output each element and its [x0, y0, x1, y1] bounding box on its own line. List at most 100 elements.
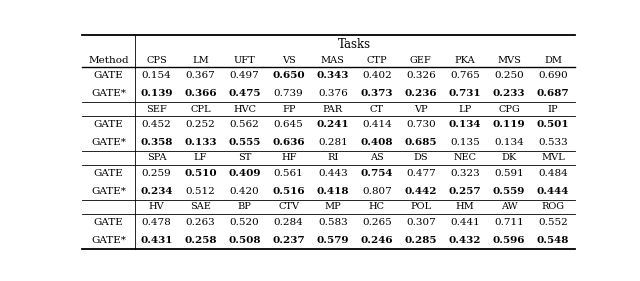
Text: 0.636: 0.636: [273, 138, 305, 147]
Text: 0.281: 0.281: [318, 138, 348, 147]
Text: 0.739: 0.739: [274, 89, 303, 98]
Text: MVS: MVS: [497, 56, 521, 65]
Text: IP: IP: [548, 105, 558, 114]
Text: PKA: PKA: [454, 56, 476, 65]
Text: SEF: SEF: [146, 105, 167, 114]
Text: 0.508: 0.508: [228, 236, 261, 245]
Text: 0.250: 0.250: [494, 71, 524, 80]
Text: 0.284: 0.284: [274, 218, 303, 227]
Text: 0.237: 0.237: [273, 236, 305, 245]
Text: 0.236: 0.236: [404, 89, 437, 98]
Text: 0.548: 0.548: [537, 236, 569, 245]
Text: DK: DK: [501, 153, 516, 162]
Text: 0.119: 0.119: [493, 120, 525, 129]
Text: 0.432: 0.432: [449, 236, 481, 245]
Text: 0.343: 0.343: [317, 71, 349, 80]
Text: GATE*: GATE*: [91, 138, 126, 147]
Text: 0.650: 0.650: [273, 71, 305, 80]
Text: GATE: GATE: [93, 218, 124, 227]
Text: VP: VP: [414, 105, 428, 114]
Text: 0.441: 0.441: [450, 218, 480, 227]
Text: PAR: PAR: [323, 105, 343, 114]
Text: HV: HV: [148, 202, 164, 211]
Text: AS: AS: [370, 153, 384, 162]
Text: 0.234: 0.234: [140, 187, 173, 196]
Text: CTP: CTP: [367, 56, 387, 65]
Text: LM: LM: [192, 56, 209, 65]
Text: 0.730: 0.730: [406, 120, 436, 129]
Text: POL: POL: [410, 202, 431, 211]
Text: 0.596: 0.596: [493, 236, 525, 245]
Text: GATE*: GATE*: [91, 187, 126, 196]
Text: MP: MP: [324, 202, 341, 211]
Text: 0.285: 0.285: [404, 236, 437, 245]
Text: GATE: GATE: [93, 169, 124, 178]
Text: HM: HM: [456, 202, 474, 211]
Text: 0.420: 0.420: [230, 187, 260, 196]
Text: MAS: MAS: [321, 56, 345, 65]
Text: 0.408: 0.408: [360, 138, 393, 147]
Text: 0.591: 0.591: [494, 169, 524, 178]
Text: 0.323: 0.323: [450, 169, 480, 178]
Text: 0.154: 0.154: [141, 71, 172, 80]
Text: 0.562: 0.562: [230, 120, 260, 129]
Text: 0.555: 0.555: [228, 138, 261, 147]
Text: LP: LP: [458, 105, 472, 114]
Text: Tasks: Tasks: [338, 38, 371, 51]
Text: FP: FP: [282, 105, 296, 114]
Text: GEF: GEF: [410, 56, 432, 65]
Text: HVC: HVC: [233, 105, 256, 114]
Text: 0.690: 0.690: [538, 71, 568, 80]
Text: 0.533: 0.533: [538, 138, 568, 147]
Text: 0.685: 0.685: [404, 138, 437, 147]
Text: GATE*: GATE*: [91, 89, 126, 98]
Text: 0.497: 0.497: [230, 71, 260, 80]
Text: 0.552: 0.552: [538, 218, 568, 227]
Text: HF: HF: [281, 153, 296, 162]
Text: GATE*: GATE*: [91, 236, 126, 245]
Text: DM: DM: [544, 56, 562, 65]
Text: 0.246: 0.246: [360, 236, 393, 245]
Text: 0.478: 0.478: [141, 218, 172, 227]
Text: 0.373: 0.373: [360, 89, 393, 98]
Text: 0.263: 0.263: [186, 218, 216, 227]
Text: ST: ST: [238, 153, 252, 162]
Text: 0.258: 0.258: [184, 236, 217, 245]
Text: VS: VS: [282, 56, 296, 65]
Text: CPG: CPG: [498, 105, 520, 114]
Text: 0.807: 0.807: [362, 187, 392, 196]
Text: 0.134: 0.134: [494, 138, 524, 147]
Text: 0.516: 0.516: [273, 187, 305, 196]
Text: 0.139: 0.139: [140, 89, 173, 98]
Text: 0.510: 0.510: [184, 169, 217, 178]
Text: 0.409: 0.409: [228, 169, 261, 178]
Text: 0.579: 0.579: [317, 236, 349, 245]
Text: 0.559: 0.559: [493, 187, 525, 196]
Text: LF: LF: [194, 153, 207, 162]
Text: 0.452: 0.452: [141, 120, 172, 129]
Text: 0.414: 0.414: [362, 120, 392, 129]
Text: CTV: CTV: [278, 202, 300, 211]
Text: 0.418: 0.418: [317, 187, 349, 196]
Text: BP: BP: [237, 202, 252, 211]
Text: CPL: CPL: [190, 105, 211, 114]
Text: 0.307: 0.307: [406, 218, 436, 227]
Text: 0.687: 0.687: [537, 89, 570, 98]
Text: 0.367: 0.367: [186, 71, 216, 80]
Text: 0.443: 0.443: [318, 169, 348, 178]
Text: 0.376: 0.376: [318, 89, 348, 98]
Text: HC: HC: [369, 202, 385, 211]
Text: 0.444: 0.444: [537, 187, 569, 196]
Text: CPS: CPS: [146, 56, 167, 65]
Text: 0.731: 0.731: [449, 89, 481, 98]
Text: AW: AW: [500, 202, 517, 211]
Text: 0.442: 0.442: [404, 187, 437, 196]
Text: 0.520: 0.520: [230, 218, 260, 227]
Text: 0.257: 0.257: [449, 187, 481, 196]
Text: 0.754: 0.754: [360, 169, 393, 178]
Text: NEC: NEC: [453, 153, 476, 162]
Text: MVL: MVL: [541, 153, 565, 162]
Text: 0.711: 0.711: [494, 218, 524, 227]
Text: 0.134: 0.134: [449, 120, 481, 129]
Text: RI: RI: [327, 153, 339, 162]
